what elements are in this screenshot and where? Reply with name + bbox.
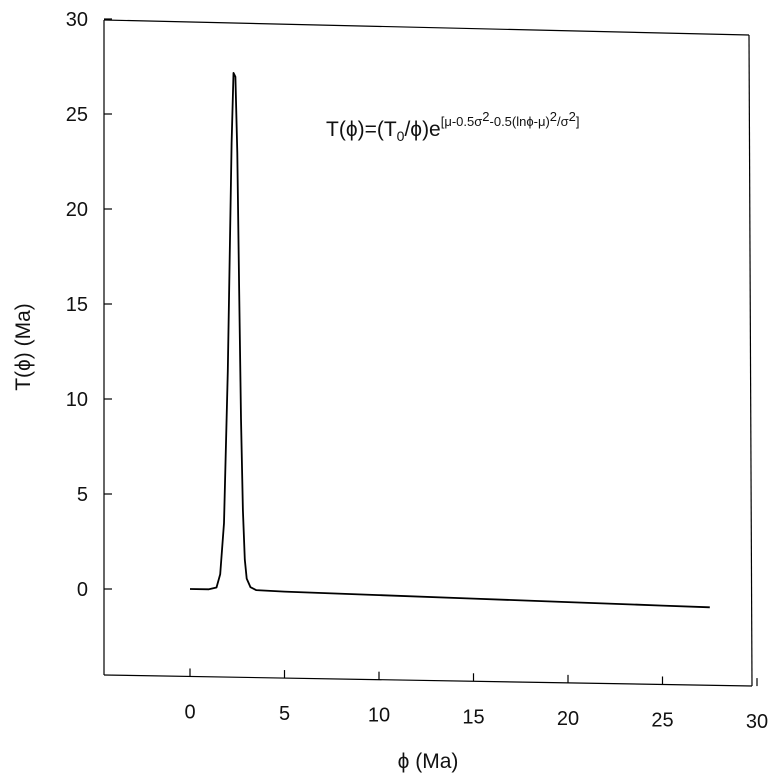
- formula-superscript-power: 2: [482, 109, 489, 124]
- bottom-axis-line: [103, 674, 753, 687]
- x-ticks: 0 5 10 15 20 25 30: [184, 668, 768, 733]
- y-axis-title: T(ϕ) (Ma): [12, 303, 35, 391]
- formula-superscript: /σ: [557, 114, 569, 129]
- y-tick-label: 30: [66, 9, 88, 31]
- formula-part: /ϕ)e: [404, 118, 440, 141]
- y-tick-label: 5: [77, 484, 88, 506]
- x-tick-label: 15: [462, 706, 484, 728]
- x-tick-label: 10: [368, 705, 390, 727]
- x-axis-title: ϕ (Ma): [398, 750, 459, 773]
- x-tick-label: 25: [651, 709, 673, 731]
- plot-frame: [103, 19, 753, 687]
- y-tick-label: 10: [66, 389, 88, 411]
- formula-superscript: ]: [576, 114, 580, 129]
- x-tick-label: 30: [746, 711, 768, 733]
- formula-annotation: T(ϕ)=(T0/ϕ)e[μ-0.5σ2-0.5(lnϕ-μ)2/σ2]: [326, 109, 580, 144]
- y-ticks: 0 5 10 15 20 25 30: [66, 9, 112, 601]
- y-tick-label: 25: [66, 104, 88, 126]
- formula-part: T(ϕ)=(T: [326, 118, 397, 141]
- formula-superscript: -0.5(lnϕ-μ): [490, 114, 550, 129]
- y-tick-label: 20: [66, 199, 88, 221]
- formula-superscript-power: 2: [550, 109, 557, 124]
- formula-superscript: [μ-0.5σ: [441, 114, 483, 129]
- x-tick-label: 5: [279, 703, 290, 725]
- formula-subscript: 0: [397, 128, 405, 144]
- formula-superscript-power: 2: [569, 109, 576, 124]
- x-tick-label: 20: [557, 708, 579, 730]
- right-frame-line: [748, 34, 753, 687]
- x-tick-label: 0: [184, 701, 195, 723]
- series-line: [189, 72, 710, 609]
- top-frame-line: [103, 19, 750, 36]
- y-tick-label: 0: [77, 579, 88, 601]
- y-tick-label: 15: [66, 294, 88, 316]
